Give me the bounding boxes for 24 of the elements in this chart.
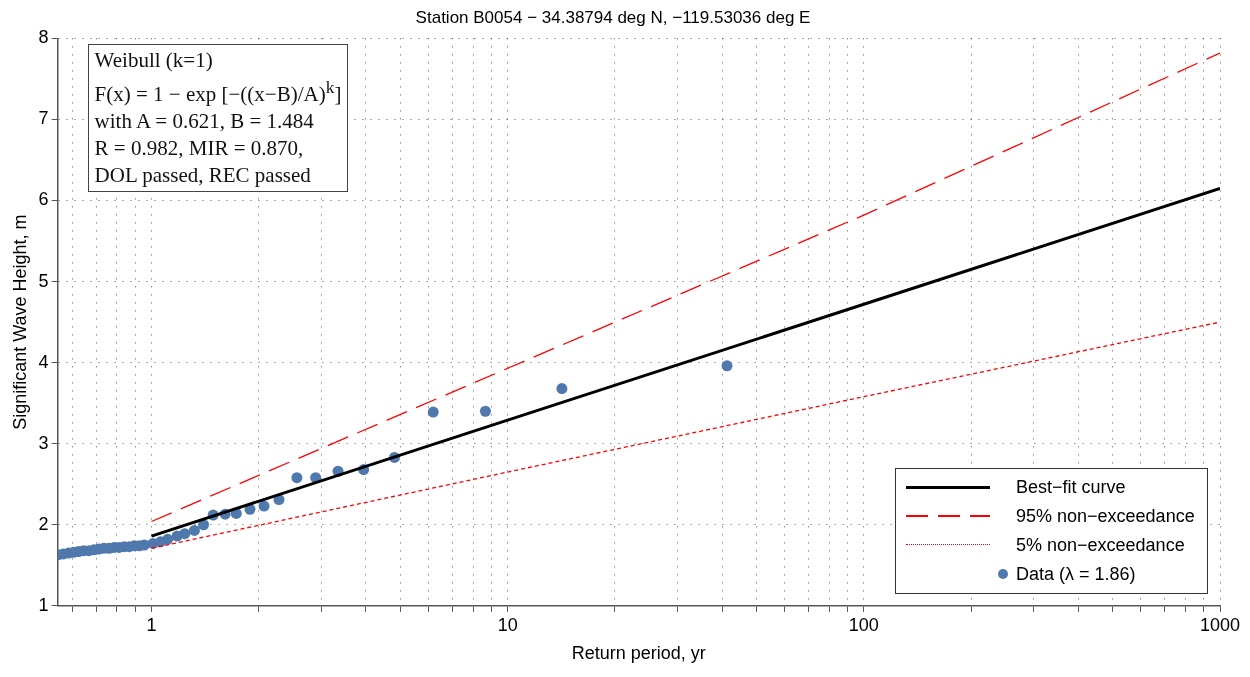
legend-label: Best−fit curve: [1016, 476, 1126, 498]
x-tick-label: 100: [848, 614, 879, 635]
annotation: F(x) = 1 − exp [−((x−B)/A)$^{k}$]: [94, 76, 342, 109]
x-tick-label: 10: [497, 614, 518, 635]
annotation: with A = 0.621, B = 1.484: [94, 108, 315, 136]
annotation: DOL passed, REC passed: [94, 162, 312, 190]
legend-label: 5% non−exceedance: [1016, 534, 1185, 556]
annotation: R = 0.982, MIR = 0.870,: [94, 135, 305, 163]
y-tick-label: 3: [38, 432, 49, 453]
y-tick-label: 5: [38, 270, 49, 291]
chart-title: Station B0054 − 34.38794 deg N, −119.53036 deg E: [415, 7, 811, 27]
x-tick-label: 1000: [1199, 614, 1241, 635]
y-tick-label: 1: [38, 594, 49, 615]
y-tick-label: 2: [38, 513, 49, 534]
legend-label: Data (λ = 1.86): [1016, 563, 1136, 585]
y-tick-label: 8: [38, 27, 49, 48]
y-axis-title: Significant Wave Height, m: [9, 214, 30, 430]
legend-label: 95% non−exceedance: [1016, 505, 1195, 527]
y-tick-label: 4: [38, 351, 49, 372]
y-tick-label: 6: [38, 189, 49, 210]
y-tick-label: 7: [38, 108, 49, 129]
x-tick-label: 1: [146, 614, 157, 635]
annotation: Weibull (k=1): [94, 47, 214, 75]
x-axis-title: Return period, yr: [571, 643, 706, 664]
